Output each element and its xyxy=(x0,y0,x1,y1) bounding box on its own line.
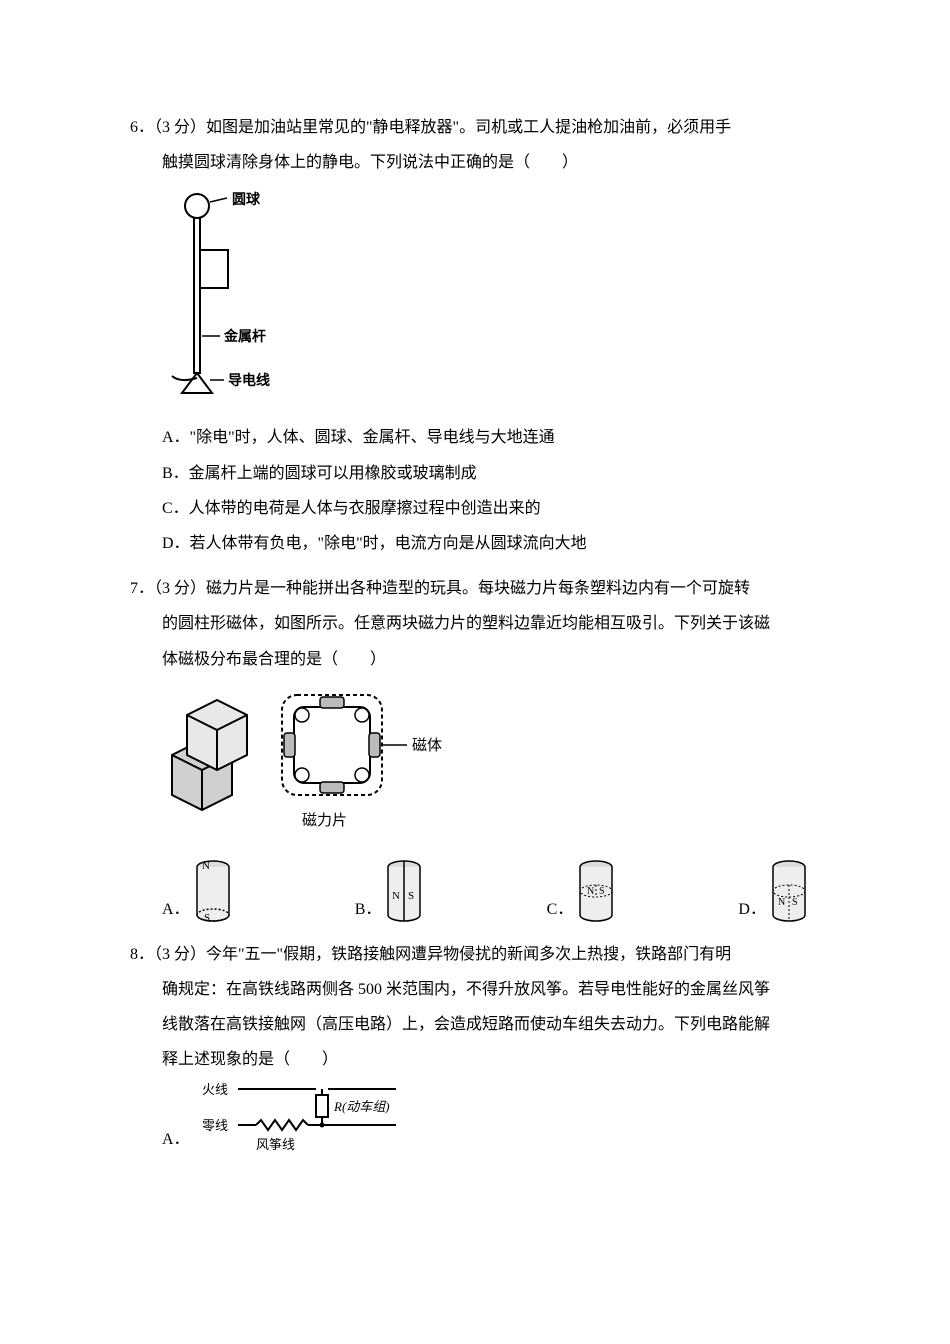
label-magnet: 磁体 xyxy=(412,737,442,754)
label-tile: 磁力片 xyxy=(302,812,347,829)
q8-stem-line1: 8．（3 分）今年"五一"假期，铁路接触网遭异物侵扰的新闻多次上热搜，铁路部门有… xyxy=(130,937,830,972)
q7-opt-c-label: C． xyxy=(547,892,574,927)
question-7: 7．（3 分）磁力片是一种能拼出各种造型的玩具。每块磁力片每条塑料边内有一个可旋… xyxy=(130,571,830,927)
q7-options: A． N S B． N S C． xyxy=(130,857,830,927)
q6-figure: 圆球 金属杆 导电线 xyxy=(130,188,830,408)
q6-stem-line2: 触摸圆球清除身体上的静电。下列说法中正确的是（ ） xyxy=(130,145,830,180)
svg-text:S: S xyxy=(792,897,798,908)
q7-figure: 磁体 磁力片 xyxy=(130,685,830,845)
q7-opt-c: C． N S xyxy=(547,857,618,927)
q8-opt-a-label: A． xyxy=(162,1122,190,1157)
q7-opt-b-label: B． xyxy=(355,892,382,927)
q7-stem-line3: 体磁极分布最合理的是（ ） xyxy=(130,642,830,677)
label-r: R(动车组) xyxy=(333,1099,390,1114)
svg-text:N: N xyxy=(778,897,785,908)
q6-opt-c: C．人体带的电荷是人体与衣服摩擦过程中创造出来的 xyxy=(162,491,830,526)
q6-opt-d: D．若人体带有负电，"除电"时，电流方向是从圆球流向大地 xyxy=(162,526,830,561)
label-rod: 金属杆 xyxy=(223,328,266,345)
q6-opt-a: A．"除电"时，人体、圆球、金属杆、导电线与大地连通 xyxy=(162,420,830,455)
label-ball: 圆球 xyxy=(232,191,261,208)
q7-stem-line2: 的圆柱形磁体，如图所示。任意两块磁力片的塑料边靠近均能相互吸引。下列关于该磁 xyxy=(130,606,830,641)
q8-opt-a: A． 火线 R(动车组) 零线 风筝线 xyxy=(130,1077,830,1157)
svg-text:N: N xyxy=(202,860,210,872)
q6-stem-line1: 6．（3 分）如图是加油站里常见的"静电释放器"。司机或工人提油枪加油前，必须用… xyxy=(130,110,830,145)
q7-opt-b: B． N S xyxy=(355,857,426,927)
svg-text:S: S xyxy=(599,886,605,897)
q6-opt-b: B．金属杆上端的圆球可以用橡胶或玻璃制成 xyxy=(162,456,830,491)
q7-stem-line1: 7．（3 分）磁力片是一种能拼出各种造型的玩具。每块磁力片每条塑料边内有一个可旋… xyxy=(130,571,830,606)
label-live: 火线 xyxy=(202,1082,228,1097)
svg-text:S: S xyxy=(204,912,210,924)
svg-text:N: N xyxy=(392,890,400,902)
label-neutral: 零线 xyxy=(202,1118,228,1133)
svg-text:N: N xyxy=(587,886,594,897)
q7-opt-d: D． N S xyxy=(738,857,810,927)
q8-stem-line3: 线散落在高铁接触网（高压电路）上，会造成短路而使动车组失去动力。下列电路能解 xyxy=(130,1007,830,1042)
question-6: 6．（3 分）如图是加油站里常见的"静电释放器"。司机或工人提油枪加油前，必须用… xyxy=(130,110,830,561)
question-8: 8．（3 分）今年"五一"假期，铁路接触网遭异物侵扰的新闻多次上热搜，铁路部门有… xyxy=(130,937,830,1158)
q7-opt-d-label: D． xyxy=(738,892,766,927)
q7-opt-a: A． N S xyxy=(162,857,234,927)
label-kite: 风筝线 xyxy=(256,1137,295,1152)
q6-options: A．"除电"时，人体、圆球、金属杆、导电线与大地连通 B．金属杆上端的圆球可以用… xyxy=(130,420,830,561)
q7-opt-a-label: A． xyxy=(162,892,190,927)
q8-stem-line4: 释上述现象的是（ ） xyxy=(130,1042,830,1077)
svg-text:S: S xyxy=(408,890,414,902)
q8-stem-line2: 确规定：在高铁线路两侧各 500 米范围内，不得升放风筝。若导电性能好的金属丝风… xyxy=(130,972,830,1007)
label-wire: 导电线 xyxy=(228,372,270,389)
